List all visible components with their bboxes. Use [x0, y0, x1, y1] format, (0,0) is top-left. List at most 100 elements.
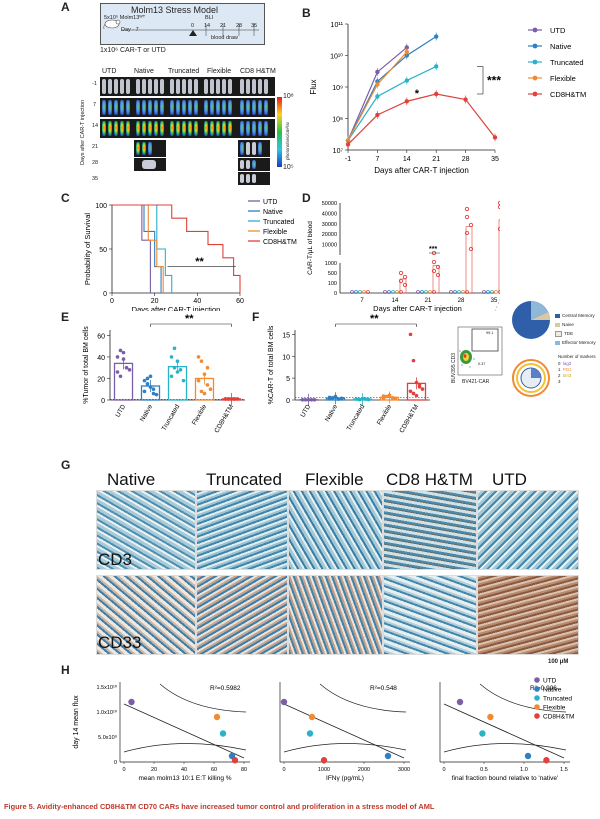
data-point: [366, 397, 371, 402]
data-point: [148, 385, 153, 389]
data-point: [205, 365, 210, 370]
legend-naive: Naive: [562, 322, 574, 327]
y-tick-label: 10: [282, 354, 290, 361]
y-tick-label: 50000: [322, 201, 337, 207]
ihc-cd33-native: [96, 575, 196, 655]
bli-y-axis-label: Days after CAR-T injection: [80, 99, 86, 165]
y-tick-label: 100: [328, 281, 337, 287]
data-point: [420, 387, 425, 391]
data-point: [309, 397, 314, 402]
data-point: [457, 290, 461, 294]
y-tick-label: 500: [328, 271, 337, 277]
legend-marker: [534, 704, 540, 710]
ihc-col-truncated: Truncated: [206, 470, 282, 489]
y-axis-title: Flux: [309, 79, 318, 94]
data-point-flexible: [213, 713, 221, 721]
data-point: [416, 290, 420, 294]
legend-label-native: Native: [263, 209, 283, 216]
x-tick-label: UTD: [114, 403, 127, 418]
x-tick-label: Flexible: [191, 403, 208, 426]
ihc-row-cd3: CD3: [98, 550, 133, 569]
data-point: [498, 290, 500, 294]
flow-x-axis: BV421-CAR: [462, 379, 490, 385]
x-tick-label: 40: [181, 767, 187, 773]
data-point: [453, 290, 457, 294]
data-point: [118, 348, 123, 353]
legend-swatch: [555, 330, 562, 337]
bli-row-7: 7: [93, 102, 97, 108]
bar: [498, 219, 500, 294]
y-tick-label: 40000: [322, 211, 337, 217]
legend-swatch: [555, 340, 560, 345]
data-point: [202, 391, 207, 396]
ihc-cd33-utd: [477, 575, 579, 655]
sig-annot: **: [195, 256, 204, 268]
data-point: [124, 365, 129, 370]
figure-caption: Figure 5. Avidity-enhanced CD8H&TM CD70 …: [4, 802, 435, 811]
ci-lower: [283, 743, 407, 753]
y-tick-label: 5.0x10⁹: [98, 734, 117, 741]
data-point-utd: [280, 698, 288, 706]
y-tick-label: 20000: [322, 232, 337, 238]
data-point: [345, 142, 351, 147]
ihc-col-utd: UTD: [492, 470, 527, 489]
injection-label: 5x10⁵ Molm13ᵂᵀ: [104, 15, 146, 21]
data-point: [402, 282, 408, 288]
data-point: [354, 397, 359, 401]
y-tick-label: 10000: [322, 243, 337, 249]
data-point-cd8htm: [231, 757, 239, 764]
y-tick-label: 1.5x10¹⁰: [96, 684, 117, 691]
panel-label-g: G: [61, 458, 71, 472]
bli-row-28: 28: [92, 160, 99, 166]
data-point: [435, 264, 441, 270]
x-tick-label: 14: [403, 156, 411, 163]
data-point: [169, 374, 174, 379]
car-t-dose-label: 1x10⁶ CAR-T or UTD: [100, 47, 166, 54]
ihc-cd3-cd8htm: [383, 490, 477, 570]
legend-label-utd: UTD: [543, 678, 557, 685]
survival-curve-native: [112, 204, 162, 293]
legend-central-memory: Central Memory: [562, 313, 595, 318]
y-axis-title: Probability of Survival: [83, 213, 92, 285]
data-point: [431, 259, 437, 265]
data-point: [387, 393, 392, 397]
x-tick-label: 40: [193, 298, 201, 305]
bli-col-truncated: Truncated: [168, 68, 200, 75]
data-point: [434, 64, 439, 69]
legend-marker: [534, 677, 540, 683]
regression-line: [283, 703, 405, 759]
ihc-col-flexible: Flexible: [305, 470, 364, 489]
timeline-day-35: 35: [251, 23, 258, 29]
x-axis-title: Days after CAR-T injection: [373, 304, 462, 313]
data-point: [121, 350, 126, 355]
data-point: [172, 346, 177, 351]
x-tick-label: 20: [151, 767, 157, 773]
sig-annot-2: *: [415, 88, 420, 100]
panel-label-e: E: [61, 310, 70, 324]
x-tick-label: 60: [236, 298, 244, 305]
data-point: [463, 97, 468, 102]
data-point: [235, 397, 240, 401]
panel-label-d: D: [302, 191, 311, 205]
legend-label-truncated: Truncated: [263, 219, 294, 226]
data-point: [414, 380, 419, 385]
y-axis-title: CAR-T/μL of blood: [307, 221, 314, 275]
data-point: [145, 382, 150, 386]
legend-marker: [534, 686, 540, 692]
bli-label: BLI: [205, 15, 214, 21]
x-tick-label: -1: [345, 156, 351, 163]
y-axis-title: %CAR-T of total BM cells: [268, 325, 275, 404]
x-tick-label: 20: [151, 298, 159, 305]
timeline-day-14: 14: [204, 23, 211, 29]
data-point: [465, 290, 469, 294]
data-point: [154, 392, 159, 397]
y-tick-label: 60: [97, 333, 105, 340]
data-point: [384, 394, 389, 399]
data-point: [486, 290, 490, 294]
legend-label-utd: UTD: [550, 26, 566, 35]
x-tick-label: Native: [324, 403, 339, 423]
ihc-cd3-native: [96, 490, 196, 570]
data-point: [300, 397, 305, 402]
data-point: [199, 359, 204, 364]
legend-marker: [532, 43, 538, 49]
